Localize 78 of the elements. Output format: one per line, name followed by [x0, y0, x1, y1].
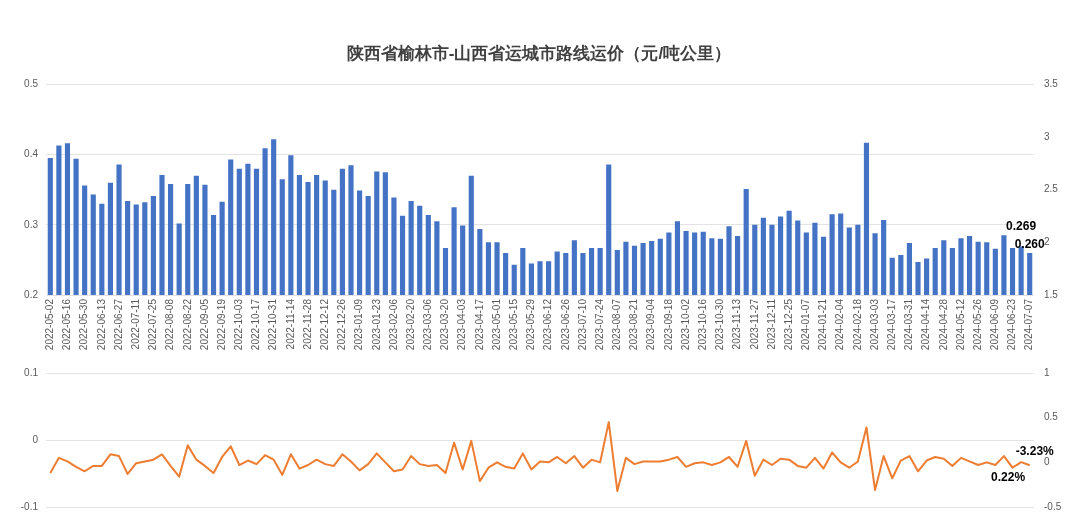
x-tick-label: 2023-04-03	[456, 298, 468, 351]
y-tick-label: -0.1	[20, 500, 39, 512]
x-tick-label: 2023-03-06	[422, 298, 434, 351]
y-tick-label: 0	[32, 433, 39, 445]
x-tick-label: 2024-01-21	[817, 298, 829, 351]
x-tick-label: 2023-02-20	[404, 298, 416, 351]
x-tick-label: 2023-01-09	[353, 298, 365, 351]
x-tick-label: 2022-05-30	[78, 298, 90, 351]
y-tick-label: 0.1	[24, 366, 39, 378]
x-tick-label: 2022-05-02	[44, 298, 56, 351]
y-tick-label: 0.5	[24, 78, 39, 90]
x-tick-label: 2024-03-03	[868, 298, 880, 351]
x-tick-label: 2023-08-07	[611, 298, 623, 351]
x-tick-label: 2022-09-19	[215, 298, 227, 351]
y-tick-label: 0.3	[24, 218, 39, 230]
y-tick-label: 0.4	[24, 148, 39, 160]
x-tick-label: 2023-10-30	[714, 298, 726, 351]
x-tick-label: 2022-11-14	[284, 298, 296, 350]
x-tick-label: 2023-05-01	[490, 298, 502, 351]
x-tick-label: 2022-06-27	[112, 298, 124, 351]
x-tick-label: 2022-08-08	[164, 298, 176, 351]
x-tick-label: 2023-12-11	[765, 298, 777, 350]
x-tick-label: 2023-05-29	[525, 298, 537, 351]
x-tick-label: 2024-01-07	[800, 298, 812, 351]
x-tick-label: 2024-06-09	[989, 298, 1001, 351]
y2-tick-label: 2	[1044, 236, 1050, 248]
x-tick-label: 2024-04-14	[920, 298, 932, 351]
x-tick-label: 2024-05-26	[971, 298, 983, 351]
x-tick-label: 2023-10-16	[696, 298, 708, 351]
x-tick-label: 2022-12-26	[336, 298, 348, 351]
y2-tick-label: 2.5	[1044, 183, 1059, 195]
y2-tick-label: 0.5	[1044, 411, 1059, 423]
x-tick-label: 2022-06-13	[95, 298, 107, 351]
chart-title: 陕西省榆林市-山西省运城市路线运价（元/吨公里）	[346, 43, 732, 63]
x-tick-label: 2024-07-07	[1023, 298, 1035, 351]
y2-tick-label: -0.5	[1044, 500, 1062, 512]
y2-tick-label: 0	[1044, 456, 1050, 468]
x-tick-label: 2023-09-04	[645, 298, 657, 351]
y2-tick-label: 3.5	[1044, 78, 1059, 90]
x-tick-label: 2024-05-12	[954, 298, 966, 351]
x-tick-label: 2023-02-06	[387, 298, 399, 351]
x-tick-label: 2023-04-17	[473, 298, 485, 351]
x-tick-label: 2022-09-05	[198, 298, 210, 351]
x-tick-label: 2022-12-12	[318, 298, 330, 351]
x-tick-label: 2023-07-10	[576, 298, 588, 351]
x-tick-label: 2023-09-18	[662, 298, 674, 351]
x-tick-label: 2024-03-31	[903, 298, 915, 351]
x-tick-label: 2023-11-13	[731, 298, 743, 350]
x-tick-label: 2023-06-26	[559, 298, 571, 351]
x-tick-label: 2023-05-15	[507, 298, 519, 351]
x-tick-label: 2023-11-27	[748, 298, 760, 350]
x-tick-label: 2022-10-17	[250, 298, 262, 351]
x-tick-label: 2022-08-22	[181, 298, 193, 351]
x-tick-label: 2023-01-23	[370, 298, 382, 351]
y2-tick-label: 1	[1044, 366, 1050, 378]
x-tick-label: 2023-07-24	[593, 298, 605, 351]
x-tick-label: 2024-04-28	[937, 298, 949, 351]
x-tick-label: 2023-08-21	[628, 298, 640, 351]
y2-tick-label: 1.5	[1044, 288, 1059, 300]
x-tick-label: 2023-06-12	[542, 298, 554, 351]
x-tick-label: 2024-02-04	[834, 298, 846, 351]
x-tick-label: 2023-03-20	[439, 298, 451, 351]
x-tick-label: 2022-10-03	[233, 298, 245, 351]
x-tick-label: 2024-06-23	[1006, 298, 1018, 351]
x-tick-label: 2022-10-31	[267, 298, 279, 351]
x-tick-label: 2024-03-17	[885, 298, 897, 351]
y-tick-label: 0.2	[24, 288, 39, 300]
data-label: 0.269	[1006, 218, 1037, 233]
data-label: -3.23%	[1015, 443, 1055, 458]
x-tick-label: 2024-02-18	[851, 298, 863, 351]
x-tick-label: 2023-12-25	[782, 298, 794, 351]
x-tick-label: 2022-11-28	[301, 298, 313, 350]
data-label: 0.22%	[991, 470, 1026, 485]
x-tick-label: 2023-10-02	[679, 298, 691, 351]
x-tick-label: 2022-07-11	[129, 298, 141, 350]
y2-tick-label: 3	[1044, 130, 1050, 142]
x-tick-label: 2022-07-25	[147, 298, 159, 351]
x-tick-label: 2022-05-16	[61, 298, 73, 351]
